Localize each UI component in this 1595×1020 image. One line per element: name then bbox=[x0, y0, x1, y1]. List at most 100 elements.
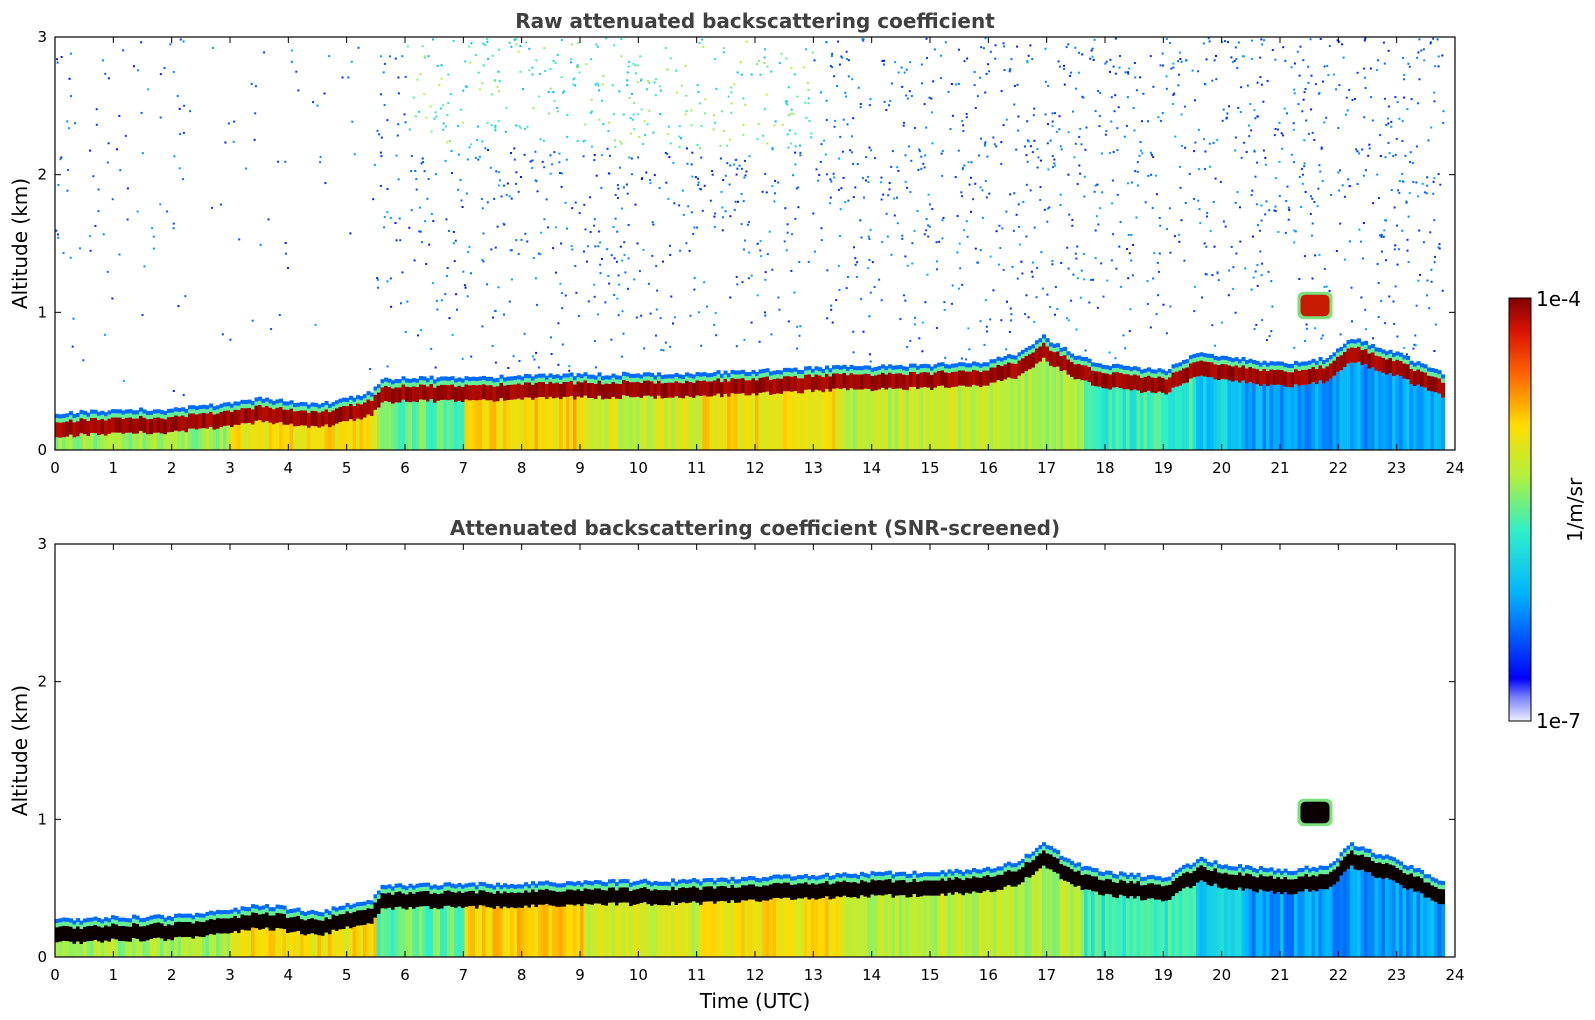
layer-cell bbox=[1339, 370, 1344, 450]
noise-pixel bbox=[589, 231, 592, 233]
layer-cell bbox=[779, 875, 784, 880]
noise-pixel bbox=[1309, 38, 1312, 41]
layer-cell bbox=[720, 877, 725, 882]
noise-pixel bbox=[794, 145, 797, 148]
layer-cell bbox=[111, 432, 116, 450]
layer-cell bbox=[468, 906, 473, 957]
layer-cell bbox=[58, 414, 63, 419]
noise-pixel bbox=[1015, 213, 1018, 216]
noise-pixel bbox=[613, 44, 616, 47]
noise-pixel bbox=[928, 225, 931, 228]
noise-pixel bbox=[493, 79, 496, 82]
noise-pixel bbox=[1147, 120, 1149, 123]
noise-pixel bbox=[742, 97, 745, 100]
layer-cell bbox=[926, 368, 931, 373]
noise-pixel bbox=[747, 277, 750, 280]
layer-cell bbox=[1112, 363, 1117, 369]
noise-pixel bbox=[576, 140, 579, 142]
layer-cell bbox=[142, 917, 147, 922]
noise-pixel bbox=[1044, 113, 1047, 116]
layer-cell bbox=[534, 891, 539, 908]
layer-cell bbox=[926, 364, 931, 369]
layer-cell bbox=[909, 387, 914, 450]
layer-cell bbox=[1129, 872, 1134, 877]
noise-pixel bbox=[178, 167, 181, 170]
layer-cell bbox=[461, 908, 466, 957]
layer-cell bbox=[664, 382, 669, 398]
noise-pixel bbox=[498, 48, 501, 51]
noise-pixel bbox=[1204, 150, 1207, 153]
noise-pixel bbox=[951, 302, 953, 305]
layer-cell bbox=[814, 876, 819, 881]
noise-pixel bbox=[494, 126, 497, 129]
noise-pixel bbox=[713, 323, 716, 326]
layer-cell bbox=[846, 375, 851, 391]
layer-cell bbox=[464, 399, 469, 450]
noise-pixel bbox=[627, 224, 630, 226]
layer-cell bbox=[1042, 865, 1047, 957]
noise-pixel bbox=[623, 253, 626, 256]
layer-cell bbox=[793, 390, 798, 450]
noise-pixel bbox=[585, 63, 588, 66]
layer-cell bbox=[244, 915, 249, 931]
noise-pixel bbox=[1215, 78, 1218, 81]
noise-pixel bbox=[730, 86, 733, 89]
layer-cell bbox=[909, 881, 914, 898]
layer-cell bbox=[513, 384, 518, 400]
noise-pixel bbox=[1256, 81, 1259, 84]
layer-cell bbox=[310, 402, 315, 407]
layer-cell bbox=[1063, 861, 1068, 866]
noise-pixel bbox=[1047, 168, 1050, 171]
noise-pixel bbox=[536, 190, 539, 193]
layer-cell bbox=[1255, 360, 1260, 366]
noise-pixel bbox=[621, 310, 624, 313]
layer-cell bbox=[940, 370, 945, 386]
noise-pixel bbox=[1054, 313, 1056, 316]
layer-cell bbox=[566, 396, 571, 450]
noise-pixel bbox=[520, 238, 523, 241]
layer-cell bbox=[958, 366, 963, 371]
layer-cell bbox=[181, 415, 186, 431]
layer-cell bbox=[174, 922, 179, 938]
layer-cell bbox=[69, 411, 74, 416]
layer-cell bbox=[160, 414, 165, 419]
layer-cell bbox=[965, 892, 970, 957]
noise-pixel bbox=[1259, 229, 1261, 232]
noise-pixel bbox=[700, 344, 703, 347]
noise-pixel bbox=[1394, 285, 1397, 288]
layer-cell bbox=[1066, 359, 1071, 375]
layer-cell bbox=[107, 410, 112, 415]
layer-cell bbox=[1168, 880, 1173, 885]
layer-cell bbox=[856, 366, 861, 371]
noise-pixel bbox=[526, 125, 529, 128]
noise-pixel bbox=[119, 169, 122, 172]
layer-cell bbox=[447, 882, 452, 887]
layer-cell bbox=[426, 906, 431, 957]
layer-cell bbox=[968, 363, 973, 368]
noise-pixel bbox=[1277, 231, 1280, 233]
noise-pixel bbox=[961, 168, 964, 171]
noise-pixel bbox=[1293, 161, 1295, 164]
noise-pixel bbox=[759, 240, 762, 243]
layer-cell bbox=[1010, 871, 1015, 887]
noise-pixel bbox=[905, 94, 908, 97]
layer-cell bbox=[1273, 369, 1278, 385]
layer-cell bbox=[359, 400, 364, 405]
noise-pixel bbox=[1379, 134, 1382, 137]
layer-cell bbox=[429, 379, 434, 384]
layer-cell bbox=[1007, 869, 1012, 886]
layer-cell bbox=[594, 375, 599, 380]
layer-cell bbox=[1115, 387, 1120, 450]
noise-pixel bbox=[1260, 219, 1263, 222]
noise-pixel bbox=[619, 245, 622, 248]
layer-cell bbox=[699, 889, 704, 905]
layer-cell bbox=[1084, 361, 1089, 366]
noise-pixel bbox=[397, 123, 400, 126]
layer-cell bbox=[1133, 883, 1138, 899]
noise-pixel bbox=[851, 78, 854, 81]
layer-cell bbox=[216, 409, 221, 414]
noise-pixel bbox=[1390, 189, 1393, 191]
layer-cell bbox=[1010, 378, 1015, 450]
layer-cell bbox=[723, 378, 728, 395]
layer-cell bbox=[471, 905, 476, 957]
